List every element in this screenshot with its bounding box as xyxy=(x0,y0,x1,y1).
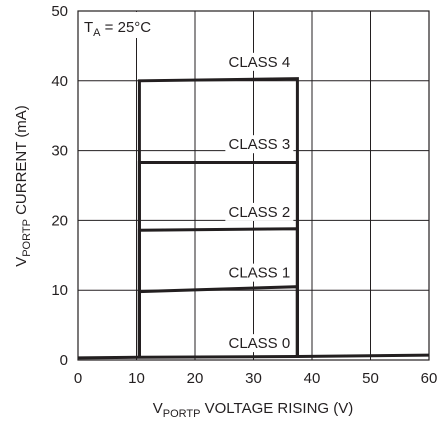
curve-class-0 xyxy=(77,353,430,360)
label-class-2: CLASS 2 xyxy=(228,204,290,221)
y-tick-label: 30 xyxy=(51,143,68,160)
annotation-rest: = 25°C xyxy=(101,19,152,36)
x-axis-label-main: V xyxy=(153,400,163,417)
label-background-class-0 xyxy=(225,334,294,353)
label-background-class-1 xyxy=(225,263,294,282)
x-tick-label: 0 xyxy=(74,370,82,387)
label-background-class-2 xyxy=(225,202,294,221)
label-background-class-4 xyxy=(225,52,294,71)
x-tick-labels: 0 10 20 30 40 50 60 xyxy=(74,370,438,387)
y-tick-label: 50 xyxy=(51,3,68,20)
y-axis-label-main: V xyxy=(13,257,30,267)
annotation-main: T xyxy=(84,19,93,36)
curves xyxy=(77,77,430,360)
curve-class-3 xyxy=(137,161,299,358)
x-tick-label: 40 xyxy=(304,370,321,387)
y-axis-label: VPORTP CURRENT (mA) xyxy=(13,105,33,267)
x-tick-label: 10 xyxy=(128,370,145,387)
x-tick-label: 20 xyxy=(187,370,204,387)
y-tick-labels: 0 10 20 30 40 50 xyxy=(51,3,68,369)
label-class-0: CLASS 0 xyxy=(228,335,290,352)
temperature-annotation: TA = 25°C xyxy=(84,19,151,39)
x-tick-label: 60 xyxy=(421,370,438,387)
curve-class-4 xyxy=(137,77,299,358)
label-background-class-3 xyxy=(225,135,294,154)
plot-frame xyxy=(77,10,430,361)
annotation-background xyxy=(79,12,189,38)
y-axis-label-subscript: PORTP xyxy=(21,219,33,257)
label-class-3: CLASS 3 xyxy=(228,136,290,153)
y-tick-label: 10 xyxy=(51,282,68,299)
x-axis-label-subscript: PORTP xyxy=(163,408,201,420)
y-tick-label: 0 xyxy=(60,352,68,369)
x-tick-label: 50 xyxy=(362,370,379,387)
y-tick-label: 20 xyxy=(51,212,68,229)
label-class-1: CLASS 1 xyxy=(228,265,290,282)
class-labels: CLASS 0 CLASS 1 CLASS 2 CLASS 3 CLASS 4 xyxy=(225,52,294,353)
x-axis-label: VPORTP VOLTAGE RISING (V) xyxy=(153,400,354,420)
annotation-subscript: A xyxy=(93,27,101,39)
y-axis-label-rest: CURRENT (mA) xyxy=(13,105,30,219)
x-tick-label: 30 xyxy=(245,370,262,387)
y-tick-label: 40 xyxy=(51,73,68,90)
label-class-4: CLASS 4 xyxy=(228,54,290,71)
x-axis-label-rest: VOLTAGE RISING (V) xyxy=(200,400,353,417)
